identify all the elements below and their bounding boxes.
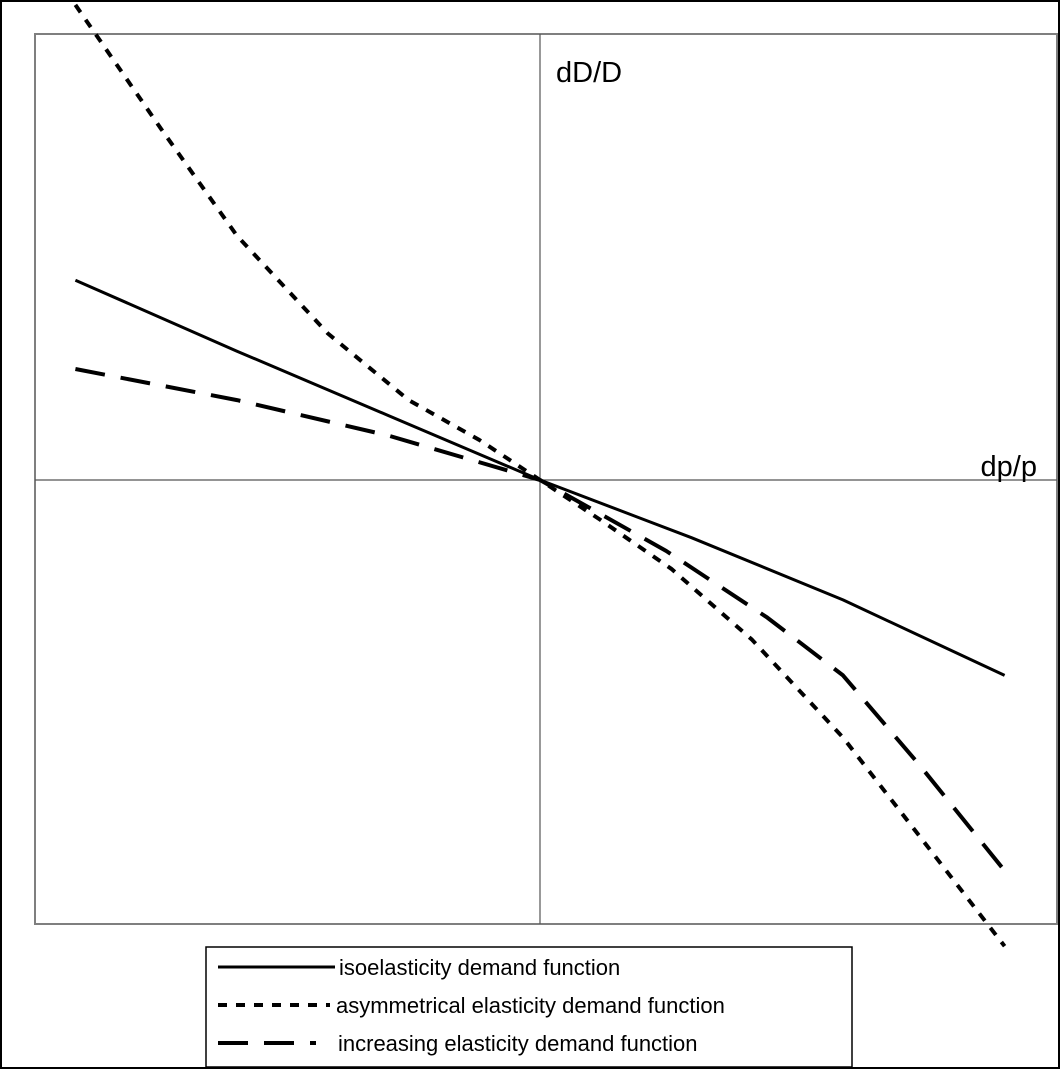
y-axis-label: dD/D [556, 57, 622, 89]
x-axis-label: dp/p [981, 451, 1037, 483]
series-line-3 [75, 367, 1007, 872]
series-layer [73, 3, 1007, 948]
legend: isoelasticity demand function asymmetric… [205, 946, 853, 1068]
legend-label-isoelasticity: isoelasticity demand function [339, 955, 620, 980]
legend-label-increasing: increasing elasticity demand function [338, 1031, 698, 1056]
legend-label-asymmetrical: asymmetrical elasticity demand function [336, 993, 725, 1018]
plot-area-frame [34, 33, 1058, 925]
